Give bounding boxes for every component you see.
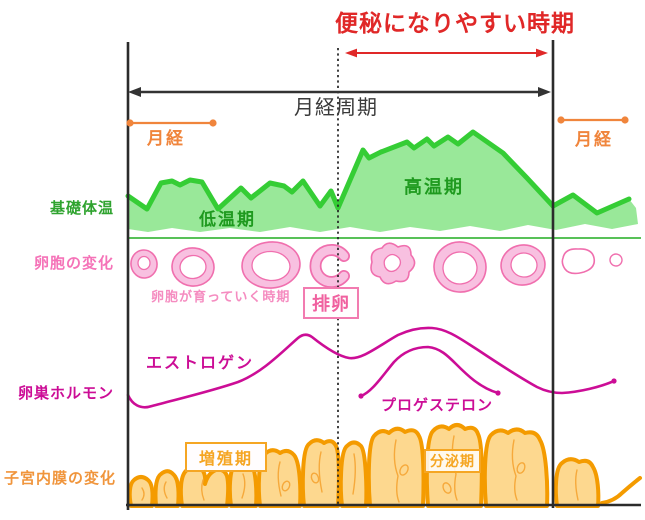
basal-temperature-area — [125, 129, 638, 232]
menstruation-line-left — [126, 119, 217, 127]
row-label-ovarian-hormone: 卵巣ホルモン — [17, 385, 114, 402]
low-temperature-phase-label: 低温期 — [199, 210, 256, 229]
page-title: 便秘になりやすい時期 — [335, 10, 575, 36]
follicle-icons — [130, 241, 623, 293]
follicle-growth-label: 卵胞が育っていく時期 — [151, 289, 291, 304]
row-label-follicle-change: 卵胞の変化 — [33, 255, 114, 272]
row-label-endometrium-change: 子宮内膜の変化 — [4, 470, 117, 487]
progesterone-label: プロゲステロン — [381, 397, 494, 414]
proliferative-phase-badge: 増殖期 — [185, 442, 268, 472]
constipation-arrow — [345, 48, 548, 58]
ovulation-badge: 排卵 — [303, 287, 359, 319]
cycle-arrow — [128, 87, 551, 97]
estrogen-curve — [126, 326, 617, 409]
secretory-phase-badge: 分泌期 — [424, 449, 481, 473]
high-temperature-phase-label: 高温期 — [404, 177, 464, 197]
progesterone-curve — [358, 345, 501, 399]
menstruation-label-right: 月経 — [575, 130, 613, 149]
row-label-basal-temperature: 基礎体温 — [49, 200, 114, 217]
menstruation-line-right — [557, 116, 629, 124]
menstruation-label-left: 月経 — [147, 129, 185, 148]
cycle-arrow-label: 月経周期 — [294, 97, 378, 119]
estrogen-label: エストロゲン — [146, 355, 255, 372]
